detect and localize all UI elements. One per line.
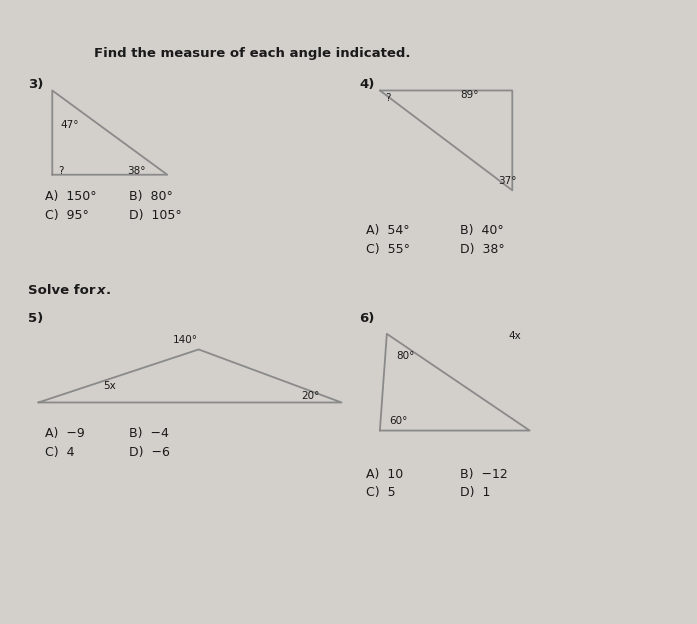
Text: 3): 3) — [28, 78, 43, 90]
Text: A)  −9: A) −9 — [45, 427, 85, 440]
Text: B)  −12: B) −12 — [460, 468, 508, 480]
Text: 38°: 38° — [128, 166, 146, 176]
Text: B)  −4: B) −4 — [129, 427, 169, 440]
Text: Solve for: Solve for — [28, 284, 100, 296]
Text: 60°: 60° — [389, 416, 407, 426]
Text: C)  5: C) 5 — [366, 487, 396, 499]
Text: A)  150°: A) 150° — [45, 190, 97, 203]
Text: C)  95°: C) 95° — [45, 209, 89, 222]
Text: A)  54°: A) 54° — [366, 225, 410, 237]
Text: A)  10: A) 10 — [366, 468, 403, 480]
Text: Find the measure of each angle indicated.: Find the measure of each angle indicated… — [94, 47, 411, 59]
Text: 20°: 20° — [301, 391, 319, 401]
Text: 89°: 89° — [460, 90, 479, 100]
Text: C)  4: C) 4 — [45, 446, 75, 459]
Text: 140°: 140° — [173, 335, 198, 345]
Text: ?: ? — [58, 166, 63, 176]
Text: B)  40°: B) 40° — [460, 225, 504, 237]
Text: x: x — [96, 284, 105, 296]
Text: C)  55°: C) 55° — [366, 243, 410, 256]
Text: D)  105°: D) 105° — [129, 209, 182, 222]
Text: 5): 5) — [28, 312, 43, 324]
Text: D)  1: D) 1 — [460, 487, 491, 499]
Text: B)  80°: B) 80° — [129, 190, 173, 203]
Text: D)  −6: D) −6 — [129, 446, 170, 459]
Text: 80°: 80° — [396, 351, 414, 361]
Text: 37°: 37° — [498, 176, 517, 186]
Text: 5x: 5x — [103, 381, 116, 391]
Text: ?: ? — [385, 93, 391, 103]
Text: 4x: 4x — [509, 331, 521, 341]
Text: 4): 4) — [359, 78, 374, 90]
Text: 6): 6) — [359, 312, 374, 324]
Text: .: . — [106, 284, 111, 296]
Text: 47°: 47° — [60, 120, 79, 130]
Text: D)  38°: D) 38° — [460, 243, 505, 256]
